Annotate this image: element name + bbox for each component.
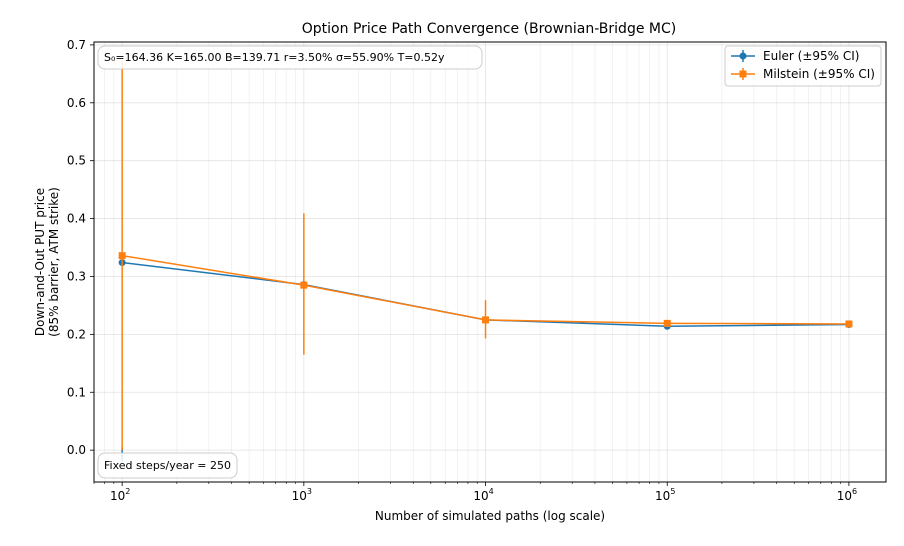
legend-entry-euler: Euler (±95% CI) <box>731 49 859 63</box>
series-milstein <box>118 61 853 451</box>
y-axis: 0.0 0.1 0.2 0.3 0.4 0.5 0.6 0.7 <box>67 38 94 457</box>
plot-area <box>93 41 887 483</box>
steps-annotation-text: Fixed steps/year = 250 <box>104 459 231 472</box>
x-tick-label-exponent: 4 <box>489 487 494 496</box>
legend: Euler (±95% CI) Milstein (±95% CI) <box>724 45 882 87</box>
legend-milstein-label: Milstein (±95% CI) <box>763 67 875 81</box>
y-tick-label: 0.7 <box>67 38 86 52</box>
milstein-point <box>663 319 671 327</box>
x-tick-label-exponent: 2 <box>125 487 130 496</box>
y-tick-label: 0.4 <box>67 212 86 226</box>
milstein-point <box>845 320 853 328</box>
x-tick-label-exponent: 6 <box>852 487 857 496</box>
y-axis-label: Down-and-Out PUT price (85% barrier, ATM… <box>33 187 61 337</box>
x-axis-label: Number of simulated paths (log scale) <box>375 509 605 523</box>
milstein-point <box>482 316 490 324</box>
x-tick-label-base: 10 <box>655 489 670 503</box>
x-tick-label-base: 10 <box>110 489 125 503</box>
legend-milstein-marker <box>739 70 747 78</box>
y-axis-label-line1: Down-and-Out PUT price <box>33 188 47 336</box>
chart-title: Option Price Path Convergence (Brownian-… <box>302 21 676 37</box>
y-tick-label: 0.0 <box>67 443 86 457</box>
y-tick-label: 0.6 <box>67 96 86 110</box>
x-tick-label-base: 10 <box>837 489 852 503</box>
params-annotation-text: S₀=164.36 K=165.00 B=139.71 r=3.50% σ=55… <box>104 51 445 64</box>
y-tick-label: 0.2 <box>67 327 86 341</box>
milstein-point <box>118 252 126 260</box>
y-tick-label: 0.1 <box>67 385 86 399</box>
x-tick-label-base: 10 <box>473 489 488 503</box>
milstein-point <box>300 281 308 289</box>
x-tick-label-exponent: 3 <box>307 487 312 496</box>
x-tick-label: 103 <box>292 487 312 503</box>
legend-box <box>724 45 882 87</box>
x-tick-label-base: 10 <box>292 489 307 503</box>
x-tick-label: 104 <box>473 487 493 503</box>
steps-annotation: Fixed steps/year = 250 <box>97 452 238 479</box>
y-axis-label-line2: (85% barrier, ATM strike) <box>47 187 61 337</box>
series-layer <box>118 61 853 462</box>
steps-annotation-box <box>97 452 238 479</box>
legend-entry-milstein: Milstein (±95% CI) <box>731 67 875 81</box>
params-annotation: S₀=164.36 K=165.00 B=139.71 r=3.50% σ=55… <box>97 45 483 70</box>
legend-euler-label: Euler (±95% CI) <box>763 49 859 63</box>
x-tick-label: 105 <box>655 487 675 503</box>
legend-euler-marker <box>739 52 747 60</box>
x-tick-label-exponent: 5 <box>670 487 675 496</box>
x-tick-label: 106 <box>837 487 857 503</box>
x-tick-label: 102 <box>110 487 130 503</box>
x-axis: 102 103 104 105 106 <box>93 482 857 503</box>
y-tick-label: 0.5 <box>67 154 86 168</box>
y-tick-label: 0.3 <box>67 269 86 283</box>
params-annotation-box <box>97 45 483 70</box>
